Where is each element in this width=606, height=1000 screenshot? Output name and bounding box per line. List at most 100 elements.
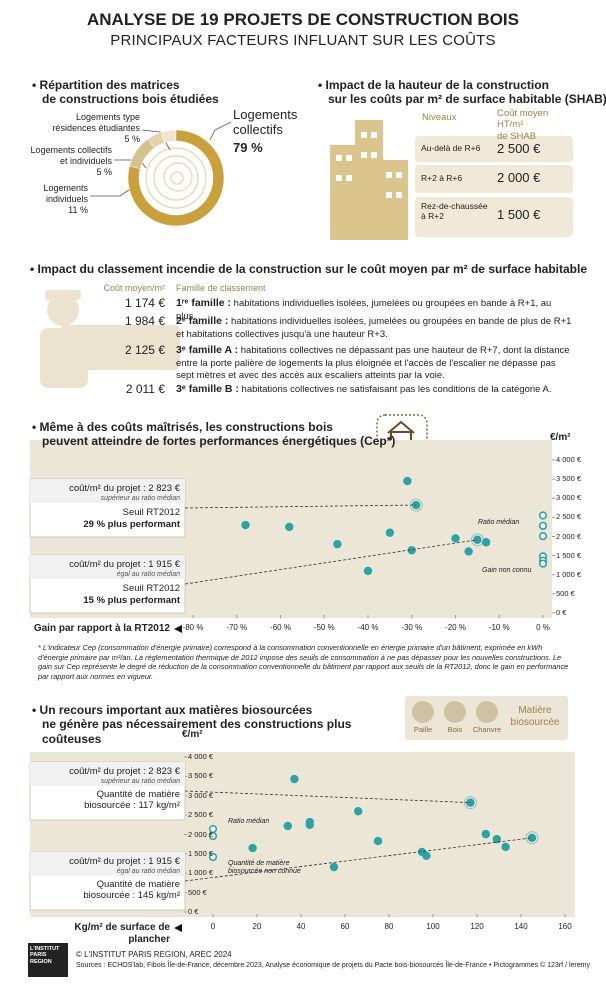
data-point <box>373 836 383 846</box>
slice-label: Logements individuels <box>43 183 88 204</box>
data-point <box>464 547 473 556</box>
cost: 1 500 € <box>497 207 541 222</box>
firefighter-icon <box>40 290 180 388</box>
table-row-bg <box>415 136 573 237</box>
callout-quantity: Quantité de matière biosourcée : 117 kg/… <box>84 789 180 812</box>
data-point <box>385 528 395 537</box>
legend-title: Matière biosourcée <box>510 705 560 728</box>
slice-label: Logements collectifs <box>233 107 298 137</box>
x-tick-label: -30 % <box>401 623 423 632</box>
data-point <box>538 521 548 530</box>
y-tick-label: 3 000 € <box>556 493 582 503</box>
section-title: • Même à des coûts maîtrisés, les constr… <box>32 420 396 449</box>
data-point <box>329 862 339 872</box>
donut-slice <box>127 129 225 227</box>
highlight-ring <box>463 796 477 810</box>
x-tick-label: 80 <box>384 922 394 931</box>
section-title: • Un recours important aux matières bios… <box>32 703 352 746</box>
data-point <box>481 829 490 839</box>
family-description: 1ʳᵉ famille : habitations individuelles … <box>176 297 574 323</box>
callout-note: supérieur au ratio médian <box>100 778 180 785</box>
copyright: © L'INSTITUT PARIS REGION, AREC 2024 <box>76 950 232 959</box>
highlight-ring <box>409 498 423 512</box>
legend-icon-label: Paille <box>413 725 433 734</box>
legend-icon-label: Bois <box>447 725 463 734</box>
building-icon <box>330 120 408 240</box>
annotation: Ratio médian <box>228 818 270 825</box>
data-point <box>283 821 292 831</box>
y-tick-label: 4 000 € <box>556 455 582 464</box>
leader-line <box>184 790 471 804</box>
family-description: 2ᵉ famille : habitations individuelles i… <box>176 315 574 341</box>
y-axis-label: €/m² <box>550 432 571 443</box>
x-tick-label: 120 <box>470 922 484 931</box>
column-header: Coût moyen/m² <box>103 283 165 293</box>
y-tick-label: 3 000 € <box>188 790 214 800</box>
building-windows <box>336 132 402 198</box>
cost: 1 174 € <box>124 296 165 310</box>
data-point <box>492 834 501 844</box>
data-point <box>354 807 363 816</box>
callout-threshold: Seuil RT2012 <box>122 583 180 594</box>
y-tick-label: 3 500 € <box>556 474 582 484</box>
data-point <box>538 532 548 541</box>
data-point <box>333 539 342 549</box>
y-tick-label: 0 € <box>556 608 567 617</box>
logo-bg <box>28 943 68 977</box>
cost: 2 125 € <box>124 343 165 357</box>
y-tick-label: 2 500 € <box>188 810 214 820</box>
highlight-ring <box>470 533 484 547</box>
y-tick-label: 1 000 € <box>556 569 582 579</box>
data-point <box>241 520 250 530</box>
wood-rings <box>145 147 207 209</box>
section-title: • Impact du classement incendie de la co… <box>30 262 588 276</box>
x-tick-label: -40 % <box>357 623 379 632</box>
leader-line <box>184 504 417 509</box>
family-description: 3ᵉ famille A : habitations collectives n… <box>176 344 574 382</box>
x-tick-label: 0 % <box>536 623 550 632</box>
callout-cost: coût/m² du projet : 1 915 € <box>69 856 180 867</box>
data-point <box>407 546 416 555</box>
data-point <box>538 559 548 568</box>
annotation: Ratio médian <box>478 519 520 526</box>
section-title: • Répartition des matrices de constructi… <box>32 78 219 107</box>
x-axis-label: Kg/m² de surface de plancher <box>74 922 170 945</box>
x-tick-label: -20 % <box>445 623 466 632</box>
footnote: * L'indicateur Cep (consommation d'énerg… <box>38 643 569 681</box>
x-tick-label: 60 <box>340 922 350 931</box>
cost: 2 000 € <box>497 170 541 185</box>
subtitle: PRINCIPAUX FACTEURS INFLUANT SUR LES COÛ… <box>110 32 496 49</box>
callout-note: supérieur au ratio médian <box>100 495 180 502</box>
slice-label: Logements type résidences étudiantes <box>52 112 140 133</box>
callout-gain: 15 % plus performant <box>83 595 180 606</box>
axis-arrow <box>174 625 182 633</box>
cost: 2 500 € <box>497 141 541 156</box>
x-axis-label: Gain par rapport à la RT2012 <box>33 623 170 634</box>
x-tick-label: 0 <box>210 922 216 931</box>
description: habitations collectives ne dépassant pas… <box>176 345 570 381</box>
y-tick-label: 1 500 € <box>188 848 214 858</box>
level: R+2 à R+6 <box>421 173 463 183</box>
data-point <box>290 774 299 784</box>
callout-head <box>30 555 185 579</box>
slice-value: 79 % <box>233 140 263 155</box>
x-tick-label: -50 % <box>313 623 335 632</box>
y-tick-label: 4 000 € <box>188 752 214 761</box>
description: habitations collectives ne satisfaisant … <box>238 384 552 395</box>
x-tick-label: -10 % <box>488 623 510 632</box>
slice-value: 5 % <box>96 167 112 177</box>
data-point <box>527 833 537 842</box>
slice-label: Logements collectifs et individuels <box>30 145 112 166</box>
legend-icon-label: Chanvre <box>472 725 502 734</box>
x-tick-label: 160 <box>558 922 572 931</box>
callout-gain: 29 % plus performant <box>83 519 180 530</box>
level: Au-delà de R+6 <box>421 143 481 153</box>
data-point <box>451 534 460 543</box>
column-header: Famille de classement <box>176 283 266 293</box>
y-tick-label: 2 000 € <box>556 531 582 541</box>
x-tick-label: -80 % <box>182 623 204 632</box>
x-tick-label: 40 <box>296 922 306 931</box>
x-tick-label: -70 % <box>226 623 248 632</box>
data-point <box>538 511 548 520</box>
